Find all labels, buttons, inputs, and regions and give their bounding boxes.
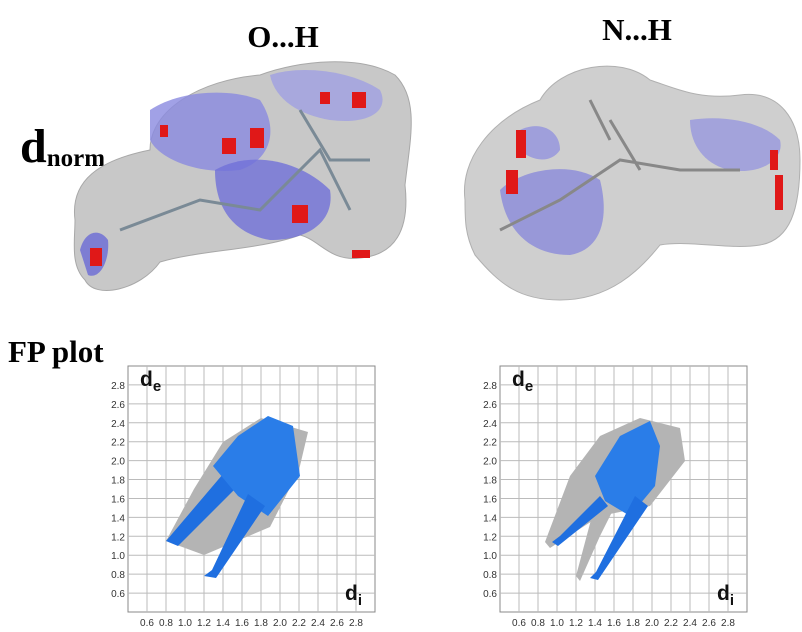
x-tick-label: 2.6: [330, 618, 344, 629]
x-tick-label: 1.4: [588, 618, 602, 629]
axis-label-main: d: [140, 368, 153, 391]
x-tick-label: 1.6: [235, 618, 249, 629]
y-tick-label: 2.8: [111, 381, 125, 392]
cloud-right: [545, 418, 685, 581]
y-tick-label: 1.2: [483, 532, 497, 543]
x-tick-label: 0.8: [531, 618, 545, 629]
y-tick-label: 2.2: [483, 438, 497, 449]
axis-label-main: d: [345, 582, 358, 605]
x-tick-label: 1.4: [216, 618, 230, 629]
fp-plot: [499, 365, 748, 613]
x-tick-label: 2.8: [721, 618, 735, 629]
y-tick-label: 1.6: [111, 494, 125, 505]
y-tick-label: 0.6: [111, 589, 125, 600]
axis-label: di: [717, 582, 734, 609]
x-tick-label: 0.6: [512, 618, 526, 629]
x-tick-label: 1.0: [178, 618, 192, 629]
y-tick-label: 2.0: [111, 457, 125, 468]
x-tick-label: 0.6: [140, 618, 154, 629]
x-tick-label: 1.8: [254, 618, 268, 629]
axis-label: di: [345, 582, 362, 609]
axis-label-sub: i: [358, 592, 362, 609]
dnorm-main: d: [20, 120, 47, 173]
y-tick-label: 0.8: [483, 570, 497, 581]
cloud-left: [166, 416, 308, 578]
y-tick-label: 0.6: [483, 589, 497, 600]
axis-label: de: [140, 368, 161, 395]
x-tick-label: 2.8: [349, 618, 363, 629]
y-tick-label: 2.4: [111, 419, 125, 430]
x-tick-label: 1.8: [626, 618, 640, 629]
y-tick-label: 2.4: [483, 419, 497, 430]
y-tick-label: 1.0: [111, 551, 125, 562]
axis-label-sub: e: [153, 378, 161, 395]
y-tick-label: 2.6: [483, 400, 497, 411]
y-tick-label: 1.8: [483, 476, 497, 487]
axis-label-sub: e: [525, 378, 533, 395]
x-tick-label: 2.4: [683, 618, 697, 629]
axis-label-main: d: [512, 368, 525, 391]
y-tick-label: 2.2: [111, 438, 125, 449]
y-tick-label: 2.6: [111, 400, 125, 411]
dnorm-label: dnorm: [20, 120, 105, 173]
x-tick-label: 2.2: [292, 618, 306, 629]
title-left: O...H: [247, 19, 318, 54]
y-tick-label: 1.2: [111, 532, 125, 543]
y-tick-label: 0.8: [111, 570, 125, 581]
dnorm-sub: norm: [47, 145, 106, 172]
surface-right: [463, 65, 801, 301]
y-tick-label: 1.4: [483, 513, 497, 524]
x-tick-label: 1.0: [550, 618, 564, 629]
x-tick-label: 2.0: [273, 618, 287, 629]
axis-label-sub: i: [730, 592, 734, 609]
axis-label-main: d: [717, 582, 730, 605]
x-tick-label: 2.2: [664, 618, 678, 629]
fp-label: FP plot: [8, 334, 104, 369]
y-tick-label: 2.8: [483, 381, 497, 392]
y-tick-label: 2.0: [483, 457, 497, 468]
x-tick-label: 2.0: [645, 618, 659, 629]
x-tick-label: 2.4: [311, 618, 325, 629]
y-tick-label: 1.6: [483, 494, 497, 505]
x-tick-label: 2.6: [702, 618, 716, 629]
y-tick-label: 1.8: [111, 476, 125, 487]
axis-label: de: [512, 368, 533, 395]
x-tick-label: 1.6: [607, 618, 621, 629]
x-tick-label: 1.2: [197, 618, 211, 629]
surface-left: [73, 61, 412, 291]
x-tick-label: 1.2: [569, 618, 583, 629]
title-right: N...H: [602, 12, 672, 47]
x-tick-label: 0.8: [159, 618, 173, 629]
y-tick-label: 1.0: [483, 551, 497, 562]
y-tick-label: 1.4: [111, 513, 125, 524]
